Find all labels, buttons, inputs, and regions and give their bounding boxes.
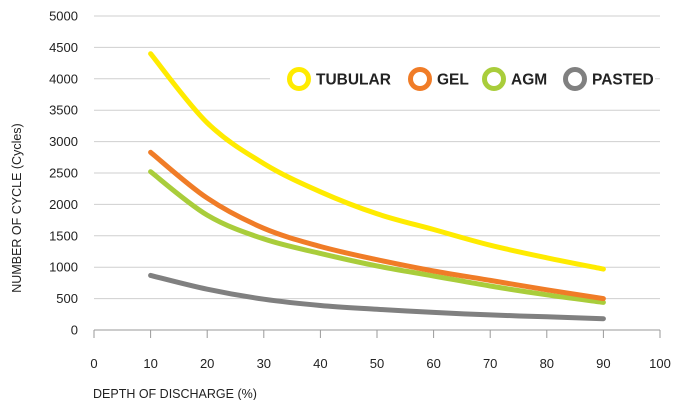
legend-marker-gel (408, 67, 432, 91)
x-tick-label: 60 (426, 356, 440, 371)
y-tick-label: 5000 (49, 9, 78, 24)
legend: TUBULAR GEL AGM PASTED (287, 67, 654, 91)
y-tick-label: 4000 (49, 71, 78, 86)
y-tick-label: 3500 (49, 103, 78, 118)
x-tick-label: 100 (649, 356, 671, 371)
y-tick-label: 3000 (49, 134, 78, 149)
legend-label-gel: GEL (437, 72, 469, 89)
series-lines (148, 51, 606, 322)
legend-marker-tubular (287, 67, 311, 91)
series-line-pasted (148, 272, 606, 322)
legend-marker-pasted (563, 67, 587, 91)
y-tick-label: 0 (71, 323, 78, 338)
x-tick-label: 30 (257, 356, 271, 371)
x-tick-label: 70 (483, 356, 497, 371)
y-tick-label: 2000 (49, 197, 78, 212)
x-tick-label: 40 (313, 356, 327, 371)
x-tick-label: 50 (370, 356, 384, 371)
x-tick-label: 20 (200, 356, 214, 371)
y-axis-label: NUMBER OF CYCLE (Cycles) (10, 123, 24, 292)
series-line-agm (148, 169, 606, 305)
y-tick-label: 500 (56, 291, 78, 306)
x-tick-label: 90 (596, 356, 610, 371)
legend-label-pasted: PASTED (592, 72, 654, 89)
series-line-gel (148, 149, 606, 302)
grid (94, 15, 660, 331)
legend-marker-agm (482, 67, 506, 91)
series-line-tubular (148, 51, 606, 272)
x-tick-label: 80 (540, 356, 554, 371)
axes: 0500100015002000250030003500400045005000… (49, 9, 671, 372)
y-tick-label: 4500 (49, 40, 78, 55)
legend-label-agm: AGM (511, 72, 547, 89)
y-tick-label: 1500 (49, 228, 78, 243)
x-tick-label: 0 (90, 356, 97, 371)
y-tick-label: 2500 (49, 166, 78, 181)
legend-label-tubular: TUBULAR (316, 72, 391, 89)
x-axis-label: DEPTH OF DISCHARGE (%) (93, 387, 257, 400)
y-tick-label: 1000 (49, 260, 78, 275)
x-tick-label: 10 (143, 356, 157, 371)
